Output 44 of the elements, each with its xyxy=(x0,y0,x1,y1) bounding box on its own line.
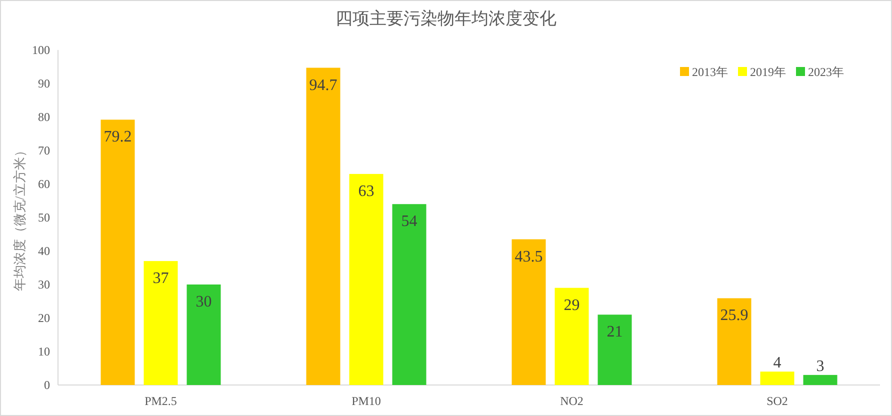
chart-title: 四项主要污染物年均浓度变化 xyxy=(336,9,556,28)
y-tick-label: 60 xyxy=(38,177,50,191)
bar xyxy=(100,120,135,385)
bar xyxy=(392,204,426,385)
x-tick-label: PM10 xyxy=(352,394,381,408)
y-tick-label: 0 xyxy=(44,378,50,392)
data-label: 21 xyxy=(606,324,623,341)
bar xyxy=(760,372,794,385)
bar xyxy=(186,284,221,385)
data-label: 4 xyxy=(773,354,782,372)
y-tick-label: 50 xyxy=(38,210,50,224)
y-tick-label: 40 xyxy=(38,244,50,258)
data-label: 94.7 xyxy=(309,76,338,94)
legend-label: 2013年 xyxy=(692,65,728,79)
data-label: 43.5 xyxy=(514,248,543,266)
bar xyxy=(144,261,178,385)
bar xyxy=(512,239,546,385)
data-label: 79.2 xyxy=(104,128,132,146)
y-tick-label: 70 xyxy=(38,144,50,158)
legend-label: 2019年 xyxy=(750,65,786,79)
data-label: 37 xyxy=(152,270,169,288)
bar xyxy=(717,298,752,385)
data-label: 25.9 xyxy=(720,307,748,324)
x-tick-label: NO2 xyxy=(560,394,584,408)
bar xyxy=(306,68,340,385)
data-label: 29 xyxy=(564,296,580,314)
data-label: 30 xyxy=(196,294,212,310)
y-tick-label: 10 xyxy=(38,344,50,358)
bar xyxy=(554,288,589,385)
y-axis-title: 年均浓度（微克/立方米） xyxy=(12,144,27,291)
x-tick-label: SO2 xyxy=(766,394,788,408)
legend-label: 2023年 xyxy=(808,65,844,79)
y-tick-label: 30 xyxy=(38,278,50,292)
y-tick-label: 100 xyxy=(32,43,50,57)
y-tick-label: 80 xyxy=(38,110,50,124)
data-label: 63 xyxy=(358,182,374,200)
bar xyxy=(349,174,384,385)
bar xyxy=(803,374,838,385)
data-label: 3 xyxy=(816,358,824,375)
x-tick-label: PM2.5 xyxy=(144,394,177,408)
data-label: 54 xyxy=(401,213,418,230)
y-tick-label: 90 xyxy=(38,76,50,90)
y-tick-label: 20 xyxy=(38,311,50,325)
bar xyxy=(598,314,632,385)
